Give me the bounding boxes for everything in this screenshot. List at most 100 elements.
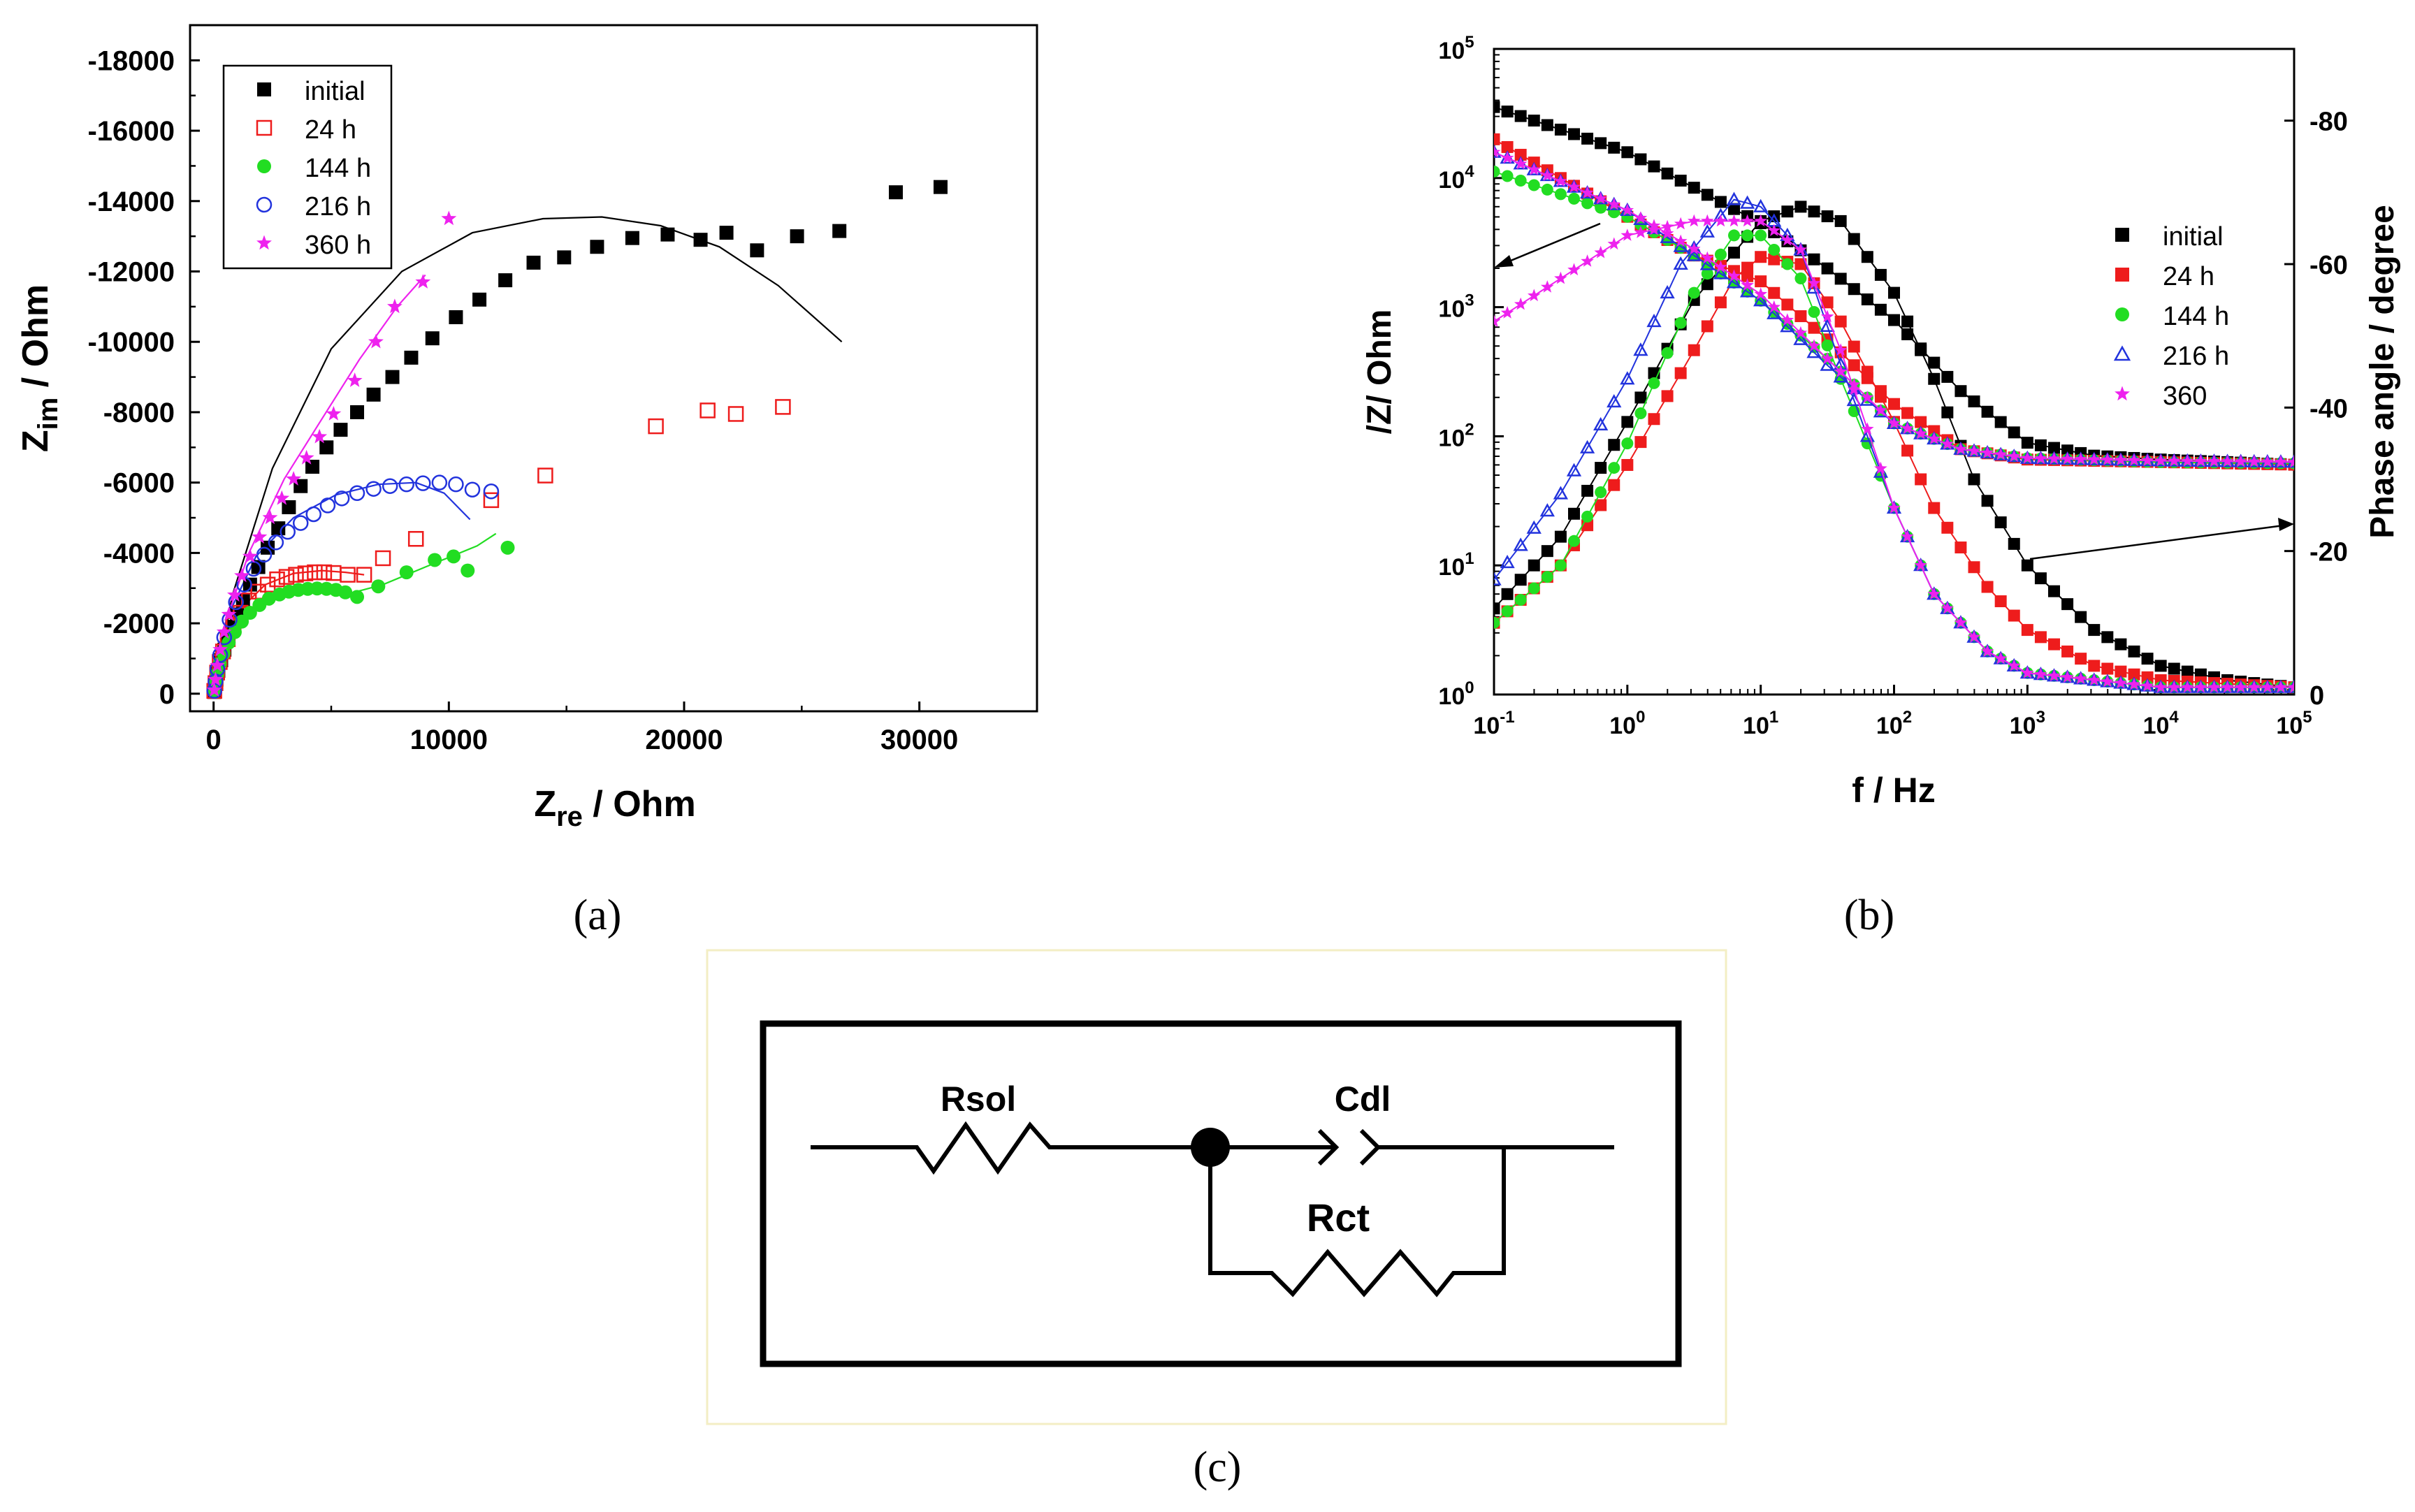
nyquist-data-point — [242, 548, 258, 563]
nyquist-legend-marker — [256, 235, 272, 250]
bode-modulus-point — [1820, 357, 1835, 371]
bode-modulus-point — [2274, 455, 2288, 468]
bode-phase-point — [2034, 572, 2047, 585]
nyquist-data-point — [261, 591, 276, 606]
bode-modulus-point — [1581, 186, 1594, 198]
nyquist-data-point — [648, 418, 664, 435]
bode-phase-point — [1661, 347, 1674, 359]
bode-modulus-point — [1514, 110, 1527, 122]
bode-phase-point — [1514, 297, 1528, 310]
bode-modulus-point — [1568, 192, 1580, 205]
circuit-outer-border — [706, 949, 1727, 1425]
bode-phase-point — [1541, 545, 1553, 558]
bode-phase-point — [1859, 428, 1875, 442]
bode-modulus-point — [1808, 253, 1820, 266]
bode-phase-point — [1648, 413, 1660, 426]
bode-modulus-point — [1794, 326, 1808, 339]
bode-modulus-point — [1980, 446, 1994, 458]
nyquist-data-point — [234, 567, 249, 583]
nyquist-data-point — [269, 571, 285, 588]
bode-phase-point — [1621, 458, 1634, 471]
nyquist-y-tick-label: -2000 — [103, 609, 175, 639]
bode-curves — [1494, 101, 2294, 694]
nyquist-data-point — [212, 641, 228, 657]
bode-phase-point — [1607, 394, 1622, 408]
bode-left-tick-label: 100 — [1438, 678, 1474, 710]
nyquist-data-point — [832, 224, 847, 238]
nyquist-data-point — [278, 569, 295, 585]
bode-phase-point — [2128, 645, 2140, 657]
bode-legend-marker — [2115, 307, 2129, 321]
bode-modulus-point — [1755, 275, 1767, 288]
bode-modulus-point — [1941, 437, 1955, 450]
bode-modulus-point — [2034, 439, 2047, 451]
bode-phase-point — [1660, 219, 1674, 233]
bode-modulus-point — [1981, 405, 1994, 418]
nyquist-data-point — [889, 185, 903, 200]
bode-phase-point — [1494, 616, 1500, 629]
bode-phase-point — [1701, 278, 1713, 291]
bode-phase-point — [1608, 462, 1620, 474]
nyquist-data-point — [256, 546, 273, 563]
bode-phase-point — [1714, 248, 1727, 261]
bode-phase-point — [1634, 436, 1647, 449]
bode-phase-point — [1500, 555, 1515, 569]
bode-modulus-point — [2087, 452, 2101, 465]
panel-b-caption: (b) — [1844, 892, 1894, 939]
bode-phase-point — [1634, 407, 1647, 420]
nyquist-data-point — [398, 476, 414, 493]
bode-phase-point — [1861, 251, 1873, 263]
bode-legend-label: initial — [2163, 222, 2224, 252]
bode-phase-point — [1661, 390, 1674, 402]
nyquist-data-point — [312, 428, 328, 444]
bode-left-tick-label: 104 — [1438, 162, 1474, 194]
bode-modulus-point — [1674, 174, 1687, 187]
rct-label: Rct — [1307, 1195, 1370, 1240]
bode-phase-point — [1699, 224, 1715, 238]
bode-phase-point — [2207, 681, 2221, 693]
nyquist-x-tick-label: 0 — [206, 725, 222, 755]
bode-phase-point — [2061, 598, 2074, 611]
nyquist-data-point — [366, 387, 381, 402]
bode-series-360 — [1494, 145, 2294, 693]
nyquist-legend-marker — [256, 119, 273, 136]
bode-modulus-point — [1541, 119, 1553, 131]
bode-legend-label: 24 h — [2163, 262, 2214, 291]
bode-modulus-point — [1621, 146, 1634, 159]
bode-legend-marker — [2113, 345, 2131, 361]
bode-phase-point — [1566, 463, 1582, 477]
bode-left-tick-label: 103 — [1438, 291, 1474, 323]
bode-phase-point — [1874, 391, 1887, 403]
bode-phase-point — [1739, 195, 1755, 209]
nyquist-data-point — [590, 240, 604, 254]
bode-phase-point — [1861, 422, 1874, 435]
bode-modulus-point — [1793, 331, 1808, 345]
nyquist-data-point — [326, 565, 342, 581]
bode-modulus-point — [1568, 128, 1580, 140]
bode-phase-point — [1688, 214, 1701, 227]
nyquist-data-point — [472, 292, 487, 307]
bode-phase-point — [2021, 559, 2033, 572]
bode-phase-point — [2154, 660, 2167, 672]
bode-phase-point — [1755, 251, 1767, 263]
bode-modulus-point — [1714, 260, 1727, 273]
nyquist-data-point — [271, 521, 286, 536]
bode-phase-point — [1834, 343, 1848, 356]
nyquist-data-point — [262, 509, 278, 525]
nyquist-data-point — [399, 565, 414, 580]
bode-phase-point — [1781, 258, 1794, 270]
nyquist-data-point — [319, 440, 334, 455]
bode-x-axis-label: f / Hz — [1852, 771, 1935, 810]
nyquist-x-axis-label: Zre / Ohm — [534, 784, 695, 832]
nyquist-data-point — [441, 210, 457, 226]
bode-modulus-point — [1914, 426, 1927, 439]
bode-modulus-point — [2181, 454, 2194, 467]
bode-x-tick-label: 102 — [1876, 708, 1912, 739]
bode-right-tick-label: -80 — [2309, 108, 2348, 137]
nyquist-data-point — [268, 535, 284, 551]
bode-phase-point — [1901, 315, 1914, 328]
bode-phase-point — [1501, 605, 1514, 618]
nyquist-data-point — [333, 490, 350, 507]
bode-modulus-point — [2234, 454, 2247, 467]
bode-phase-point — [1674, 317, 1687, 329]
